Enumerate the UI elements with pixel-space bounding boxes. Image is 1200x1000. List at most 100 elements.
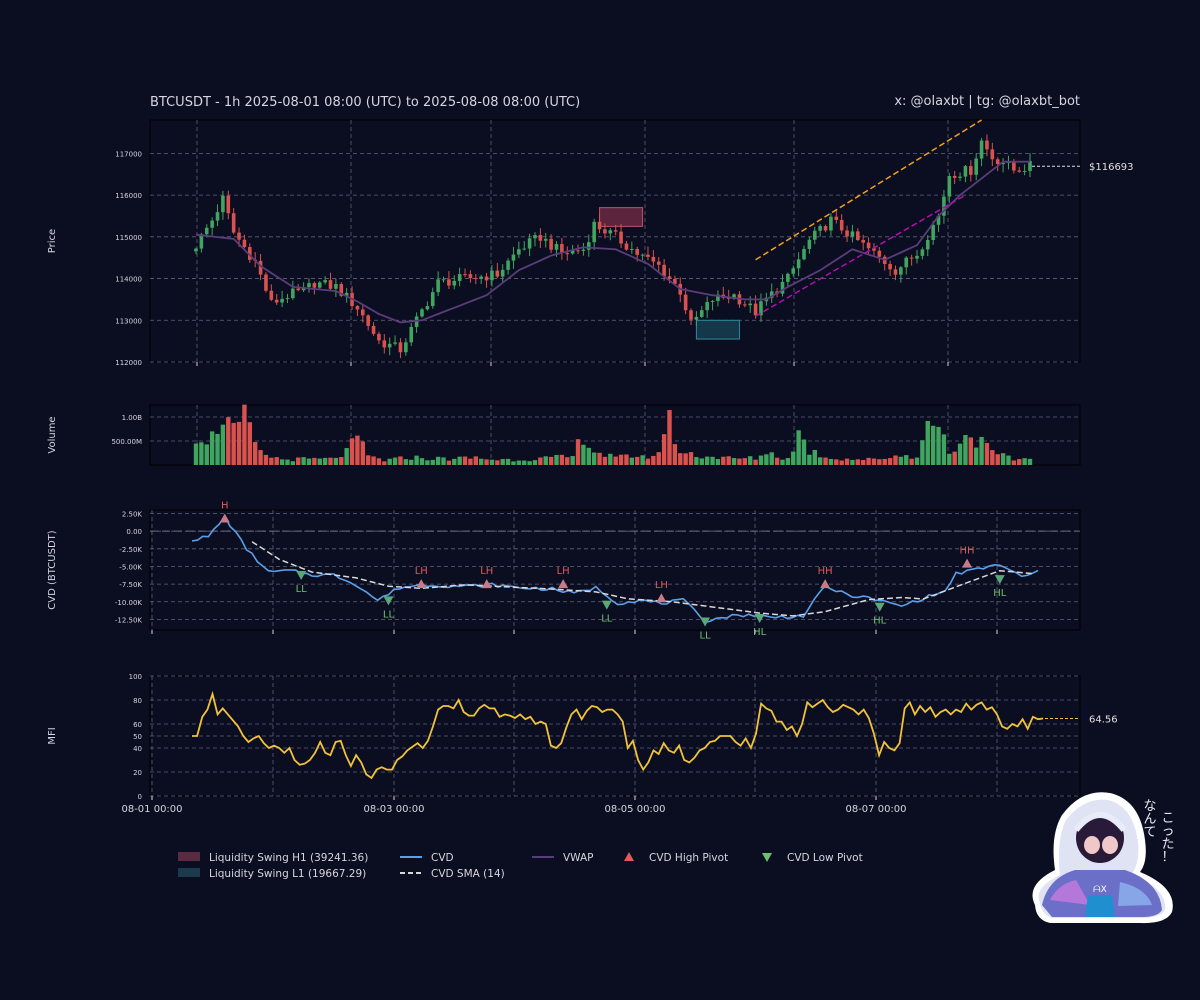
volume-bar: [360, 441, 365, 465]
volume-bar: [850, 459, 855, 465]
price-candle: [958, 176, 962, 178]
cvd-tick-label: -2.50K: [119, 546, 142, 554]
price-candle: [780, 281, 785, 294]
volume-bar: [871, 458, 877, 465]
volume-bar: [877, 459, 882, 465]
price-candle: [393, 342, 397, 344]
x-axis-tick-label: 08-07 00:00: [845, 804, 906, 815]
price-candle: [796, 259, 801, 269]
volume-bar: [258, 450, 263, 465]
price-candle: [979, 140, 984, 159]
volume-bar: [559, 454, 565, 465]
price-candle: [1022, 170, 1027, 172]
volume-bar: [581, 444, 586, 465]
price-tick-label: 114000: [115, 276, 142, 284]
x-axis-tick-label: 08-01 00:00: [121, 804, 182, 815]
price-candle: [457, 274, 462, 281]
volume-bar: [721, 456, 726, 465]
price-candle: [468, 274, 473, 279]
price-candle: [1001, 162, 1005, 165]
volume-bar: [484, 459, 489, 465]
price-candle: [565, 253, 570, 255]
price-candle: [323, 280, 327, 283]
volume-bar: [748, 456, 753, 465]
price-candle: [237, 232, 241, 240]
price-axis-label: Price: [47, 229, 58, 253]
cvd-line: [191, 514, 1039, 624]
price-candle: [646, 254, 650, 257]
mfi-tick-label: 0: [138, 793, 142, 801]
price-candle: [673, 279, 677, 284]
volume-bar: [715, 459, 721, 465]
volume-bar: [947, 453, 952, 465]
price-candle: [291, 288, 295, 299]
cvd-axis-label: CVD (BTCUSDT): [47, 530, 58, 609]
volume-bar: [538, 457, 543, 465]
volume-bar: [355, 435, 360, 465]
cvd-pivot-label: LL: [699, 631, 711, 642]
volume-bar: [322, 457, 328, 465]
volume-bar: [489, 459, 495, 465]
price-tick-label: 117000: [115, 150, 142, 158]
volume-bar: [796, 430, 801, 465]
price-candle: [194, 248, 198, 252]
cvd-low-pivot-marker: [700, 617, 711, 627]
volume-bar: [193, 443, 199, 465]
volume-bar: [382, 461, 387, 465]
volume-bar: [893, 455, 898, 465]
cvd-tick-label: -10.00K: [115, 599, 143, 607]
volume-bar: [575, 439, 581, 465]
price-candle: [807, 239, 812, 249]
volume-bar: [629, 457, 635, 465]
volume-bar: [468, 458, 473, 465]
price-candle: [506, 260, 510, 270]
cvd-sma-line: [251, 541, 1033, 617]
volume-bar: [398, 456, 403, 465]
price-candle: [716, 294, 720, 301]
cvd-low-pivot-marker: [296, 570, 307, 580]
price-candle: [549, 238, 553, 250]
volume-bar: [279, 459, 285, 465]
volume-bar: [548, 456, 554, 465]
price-candle: [995, 159, 1000, 165]
x-axis-tick-label: 08-03 00:00: [363, 804, 424, 815]
volume-bar: [704, 456, 710, 465]
price-candle: [753, 303, 758, 316]
liquidity-zone-low: [695, 319, 740, 340]
price-candle: [904, 257, 909, 268]
price-candle: [517, 249, 521, 255]
price-candle: [689, 310, 693, 320]
price-candle: [667, 276, 672, 280]
price-candle: [640, 254, 645, 256]
volume-bar: [812, 449, 817, 465]
cvd-pivot-label: HL: [753, 627, 767, 638]
price-candle: [710, 300, 715, 302]
price-candle: [463, 274, 467, 276]
cvd-tick-label: -7.50K: [119, 581, 142, 589]
volume-bar: [753, 459, 758, 465]
price-candle: [694, 316, 699, 320]
price-candle: [404, 342, 408, 353]
price-candle: [872, 248, 876, 251]
price-candle: [199, 234, 204, 249]
price-candle: [490, 270, 494, 281]
price-candle: [920, 249, 925, 256]
cvd-low-pivot-marker: [994, 575, 1005, 585]
price-candle: [560, 244, 564, 254]
price-tick-label: 113000: [115, 317, 142, 325]
volume-bar: [522, 460, 527, 465]
price-candle: [597, 221, 602, 230]
volume-bar: [462, 456, 468, 465]
price-candle: [656, 261, 661, 265]
volume-bar: [1017, 459, 1022, 465]
price-candle: [221, 195, 225, 213]
sticker-caption: こった！ なんて: [1143, 799, 1174, 865]
volume-bar: [516, 460, 522, 465]
price-candle: [947, 176, 952, 197]
volume-bar: [963, 434, 968, 465]
cvd-high-pivot-marker: [481, 579, 492, 589]
price-candle: [786, 273, 790, 282]
volume-bar: [737, 458, 742, 465]
price-candle: [398, 342, 403, 353]
price-candle: [307, 283, 311, 288]
